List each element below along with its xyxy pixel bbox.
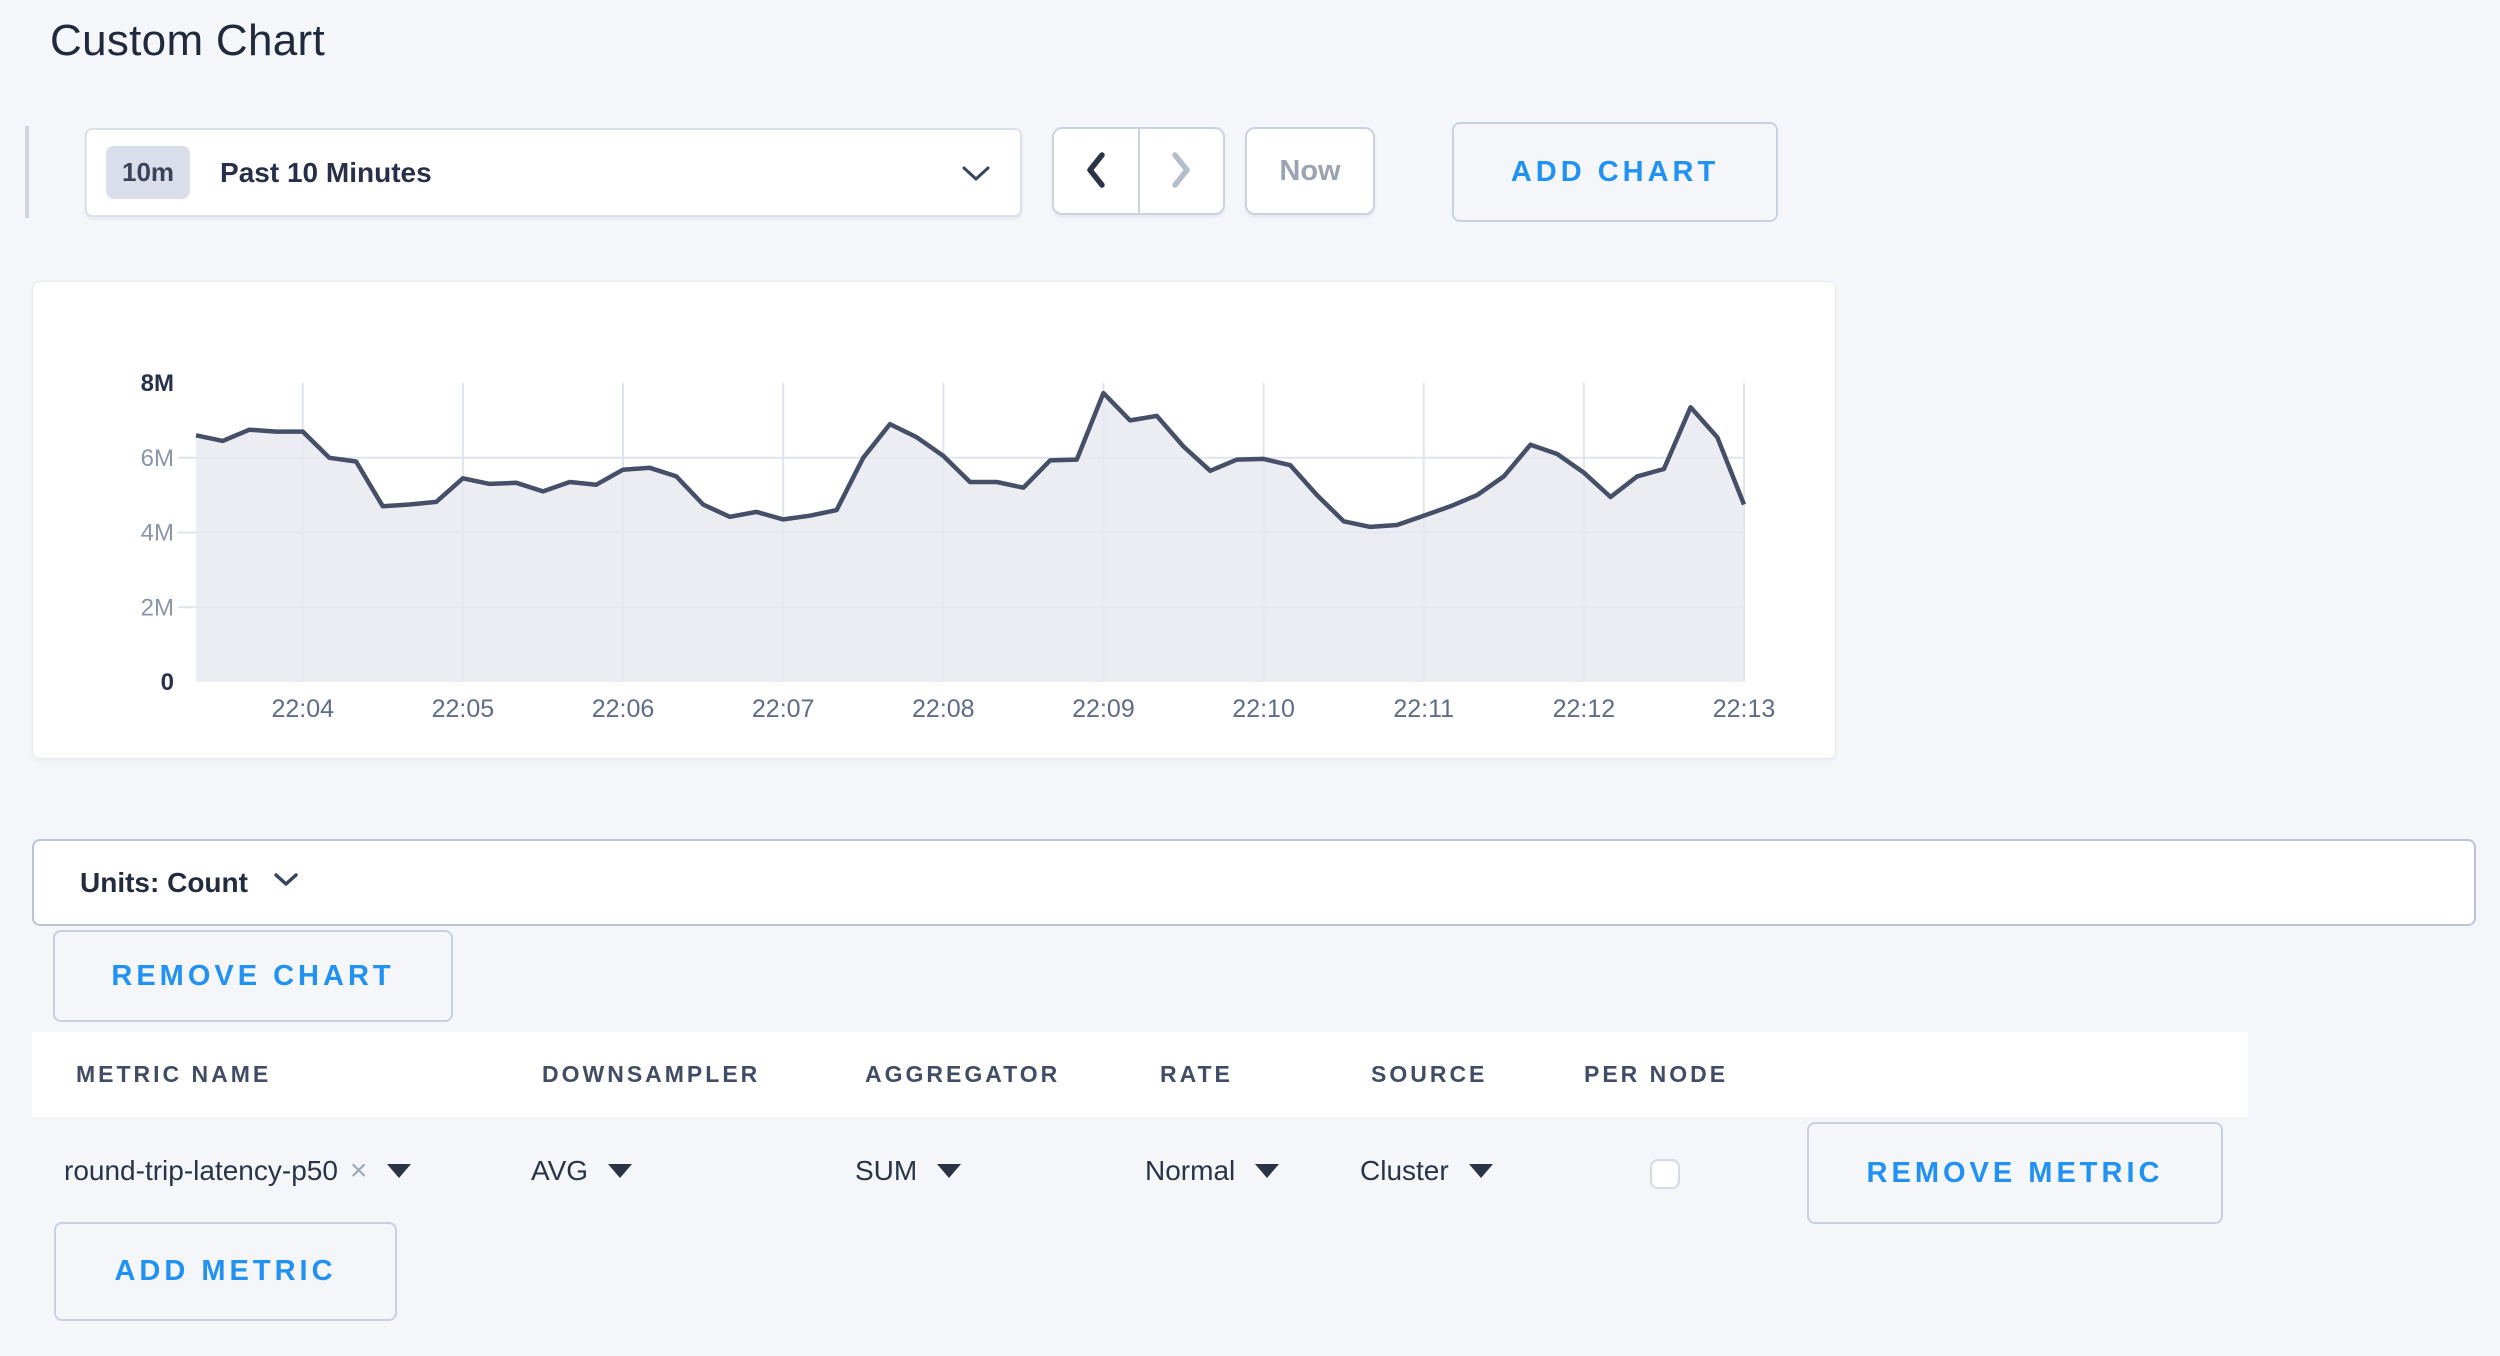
- downsampler-select[interactable]: AVG: [531, 1141, 633, 1201]
- metrics-table-header: METRIC NAME DOWNSAMPLER AGGREGATOR RATE …: [32, 1032, 2248, 1117]
- svg-text:4M: 4M: [141, 520, 174, 547]
- svg-text:22:06: 22:06: [592, 695, 655, 723]
- svg-text:22:10: 22:10: [1232, 695, 1295, 723]
- svg-text:22:05: 22:05: [432, 695, 495, 723]
- page-title: Custom Chart: [50, 16, 326, 65]
- svg-text:22:09: 22:09: [1072, 695, 1135, 723]
- source-select[interactable]: Cluster: [1360, 1141, 1493, 1201]
- column-header-downsampler: DOWNSAMPLER: [542, 1061, 761, 1087]
- column-header-rate: RATE: [1160, 1061, 1233, 1087]
- units-dropdown[interactable]: Units: Count: [32, 839, 2476, 926]
- add-metric-button[interactable]: ADD METRIC: [54, 1222, 397, 1321]
- rate-select[interactable]: Normal: [1145, 1141, 1280, 1201]
- time-controls-accent-bar: [25, 126, 29, 218]
- time-nav-group: [1052, 127, 1225, 215]
- time-range-label: Past 10 Minutes: [220, 156, 432, 188]
- downsampler-value: AVG: [531, 1155, 589, 1186]
- svg-text:22:07: 22:07: [752, 695, 815, 723]
- prev-time-button[interactable]: [1054, 129, 1140, 213]
- svg-text:0: 0: [161, 669, 174, 696]
- svg-text:22:04: 22:04: [271, 695, 334, 723]
- svg-text:22:11: 22:11: [1393, 695, 1454, 723]
- svg-text:22:12: 22:12: [1553, 695, 1616, 723]
- metric-name-select[interactable]: round-trip-latency-p50 ×: [64, 1141, 412, 1201]
- svg-text:2M: 2M: [141, 594, 174, 621]
- chevron-down-icon: [962, 166, 990, 188]
- now-button[interactable]: Now: [1245, 127, 1375, 215]
- aggregator-value: SUM: [855, 1155, 918, 1186]
- caret-down-icon: [608, 1164, 633, 1178]
- time-range-badge: 10m: [106, 146, 191, 199]
- column-header-per-node: PER NODE: [1584, 1061, 1729, 1087]
- per-node-checkbox[interactable]: [1650, 1159, 1680, 1189]
- caret-down-icon: [937, 1164, 962, 1178]
- custom-chart-svg: 22:04 22:05 22:06 22:07 22:08 22:09 22:10 22:11…: [141, 370, 1776, 723]
- chevron-left-icon: [1086, 151, 1106, 192]
- add-chart-button[interactable]: ADD CHART: [1452, 122, 1778, 222]
- next-time-button[interactable]: [1140, 129, 1224, 213]
- rate-value: Normal: [1145, 1155, 1236, 1186]
- time-range-dropdown[interactable]: 10m Past 10 Minutes: [85, 128, 1022, 217]
- column-header-aggregator: AGGREGATOR: [865, 1061, 1061, 1087]
- remove-metric-button[interactable]: REMOVE METRIC: [1807, 1122, 2223, 1224]
- svg-text:8M: 8M: [141, 370, 174, 397]
- source-value: Cluster: [1360, 1155, 1449, 1186]
- column-header-metric-name: METRIC NAME: [76, 1061, 272, 1087]
- caret-down-icon: [1255, 1164, 1280, 1178]
- svg-text:6M: 6M: [141, 445, 174, 472]
- caret-down-icon: [387, 1164, 412, 1178]
- column-header-source: SOURCE: [1371, 1061, 1488, 1087]
- metric-name-value: round-trip-latency-p50: [64, 1155, 338, 1186]
- chevron-down-icon: [274, 872, 298, 893]
- svg-text:22:13: 22:13: [1713, 695, 1776, 723]
- close-icon[interactable]: ×: [349, 1154, 368, 1187]
- chevron-right-icon: [1171, 151, 1191, 192]
- svg-text:22:08: 22:08: [912, 695, 975, 723]
- units-label: Units: Count: [80, 866, 248, 898]
- aggregator-select[interactable]: SUM: [855, 1141, 962, 1201]
- remove-chart-button[interactable]: REMOVE CHART: [53, 930, 453, 1022]
- chart-card: 22:04 22:05 22:06 22:07 22:08 22:09 22:10 22:11…: [32, 281, 1836, 759]
- caret-down-icon: [1468, 1164, 1493, 1178]
